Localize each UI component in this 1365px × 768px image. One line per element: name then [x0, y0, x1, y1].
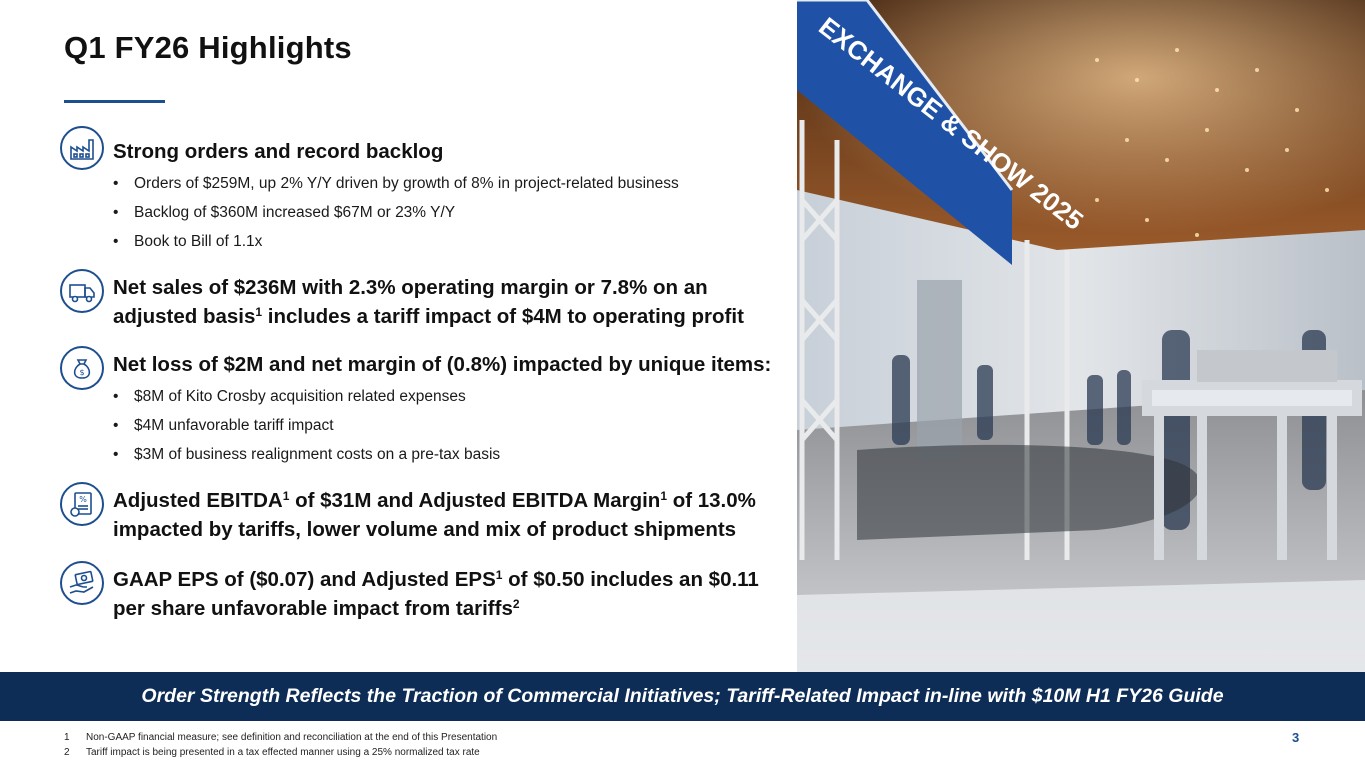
- svg-text:%: %: [79, 495, 87, 504]
- bullet-item: $4M unfavorable tariff impact: [113, 411, 500, 440]
- section-heading: Strong orders and record backlog: [113, 140, 444, 163]
- section-net-sales: Net sales of $236M with 2.3% operating m…: [60, 269, 780, 333]
- slide-title: Q1 FY26 Highlights: [64, 30, 352, 65]
- bullet-list: Orders of $259M, up 2% Y/Y driven by gro…: [113, 169, 679, 256]
- bullet-item: $3M of business realignment costs on a p…: [113, 440, 500, 469]
- trade-show-photo: EXCHANGE & SHOW 2025: [797, 0, 1365, 672]
- bullet-item: Orders of $259M, up 2% Y/Y driven by gro…: [113, 169, 679, 198]
- footnote: 1 Non-GAAP financial measure; see defini…: [64, 730, 497, 745]
- factory-icon: [60, 126, 104, 170]
- footnote-text: Non-GAAP financial measure; see definiti…: [86, 732, 498, 743]
- heading-text: of $0.50 includes an $0.11: [502, 568, 759, 591]
- section-heading: GAAP EPS of ($0.07) and Adjusted EPS1 of…: [113, 565, 783, 623]
- section-heading: Net sales of $236M with 2.3% operating m…: [113, 273, 783, 331]
- section-eps: GAAP EPS of ($0.07) and Adjusted EPS1 of…: [60, 561, 780, 625]
- heading-text: of $31M and Adjusted EBITDA Margin: [289, 489, 661, 512]
- footnotes: 1 Non-GAAP financial measure; see defini…: [64, 730, 497, 760]
- footnote: 2 Tariff impact is being presented in a …: [64, 745, 497, 760]
- heading-line: impacted by tariffs, lower volume and mi…: [113, 518, 737, 541]
- cash-hand-icon: [60, 561, 104, 605]
- footnote-text: Tariff impact is being presented in a ta…: [86, 747, 480, 758]
- section-ebitda: % Adjusted EBITDA1 of $31M and Adjusted …: [60, 482, 780, 546]
- svg-text:$: $: [79, 368, 84, 377]
- footnote-ref: 1: [255, 305, 263, 319]
- key-message-banner: Order Strength Reflects the Traction of …: [0, 672, 1365, 721]
- heading-text: GAAP EPS of ($0.07) and Adjusted EPS: [113, 568, 496, 591]
- bullet-item: $8M of Kito Crosby acquisition related e…: [113, 382, 500, 411]
- bullet-list: $8M of Kito Crosby acquisition related e…: [113, 382, 500, 469]
- footnote-number: 1: [64, 732, 70, 743]
- footnote-number: 2: [64, 747, 70, 758]
- footnote-ref: 2: [512, 597, 520, 611]
- percent-document-icon: %: [60, 482, 104, 526]
- section-heading: Net loss of $2M and net margin of (0.8%)…: [113, 353, 772, 376]
- heading-text: of 13.0%: [667, 489, 756, 512]
- footnote-ref: 1: [660, 489, 667, 503]
- bullet-item: Backlog of $360M increased $67M or 23% Y…: [113, 198, 679, 227]
- money-bag-icon: $: [60, 346, 104, 390]
- section-orders: Strong orders and record backlog Orders …: [60, 126, 780, 256]
- section-net-loss: $ Net loss of $2M and net margin of (0.8…: [60, 346, 780, 476]
- heading-text: adjusted basis: [113, 305, 256, 328]
- heading-text: includes a tariff impact of $4M to opera…: [262, 305, 744, 328]
- heading-line: Net sales of $236M with 2.3% operating m…: [113, 276, 708, 299]
- page-number: 3: [1292, 730, 1300, 745]
- heading-text: per share unfavorable impact from tariff…: [113, 597, 513, 620]
- heading-text: Adjusted EBITDA: [113, 489, 283, 512]
- bullet-item: Book to Bill of 1.1x: [113, 227, 679, 256]
- footnote-ref: 1: [282, 489, 290, 503]
- section-heading: Adjusted EBITDA1 of $31M and Adjusted EB…: [113, 486, 783, 544]
- delivery-truck-icon: [60, 269, 104, 313]
- footnote-ref: 1: [495, 568, 503, 582]
- title-underline: [64, 100, 165, 103]
